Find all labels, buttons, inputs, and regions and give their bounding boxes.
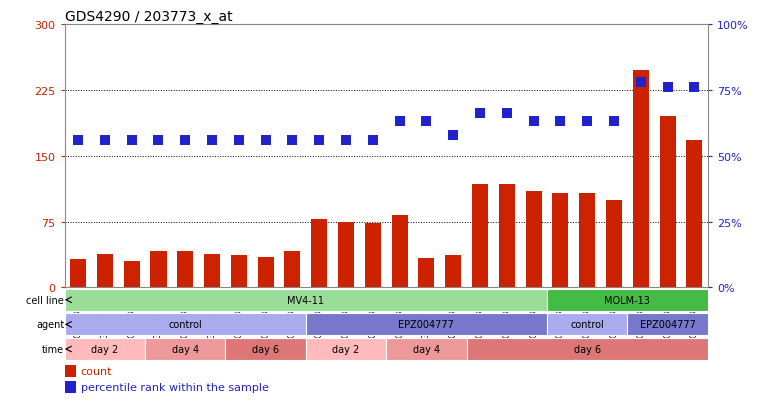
Bar (686, 140, 702, 288)
Text: day 6: day 6 (574, 344, 600, 354)
Bar (552, 193, 568, 288)
Point (447, 132, 460, 138)
Bar (70, 260, 86, 288)
Text: day 2: day 2 (91, 344, 119, 354)
Bar (606, 200, 622, 288)
Text: control: control (168, 320, 202, 330)
Text: day 2: day 2 (333, 344, 360, 354)
Point (554, 119, 566, 126)
Bar (65, 365, 76, 377)
Point (367, 137, 379, 144)
Text: time: time (42, 344, 64, 354)
Point (99, 137, 111, 144)
Point (260, 137, 272, 144)
Bar (225, 338, 306, 360)
Point (313, 137, 325, 144)
Bar (387, 338, 466, 360)
Bar (338, 222, 354, 288)
Point (233, 137, 245, 144)
Point (581, 119, 594, 126)
Text: EPZ004777: EPZ004777 (639, 320, 696, 330)
Bar (547, 313, 627, 336)
Bar (97, 254, 113, 288)
Bar (285, 251, 301, 288)
Bar (306, 313, 547, 336)
Bar (627, 313, 708, 336)
Bar (660, 117, 676, 288)
Bar (151, 251, 167, 288)
Point (635, 79, 647, 86)
Bar (365, 224, 380, 288)
Text: cell line: cell line (27, 295, 64, 305)
Point (608, 119, 620, 126)
Bar (419, 259, 435, 288)
Bar (65, 338, 145, 360)
Bar (445, 255, 461, 288)
Bar (579, 193, 595, 288)
Text: day 4: day 4 (412, 344, 440, 354)
Point (286, 137, 298, 144)
Text: percentile rank within the sample: percentile rank within the sample (81, 382, 269, 392)
Bar (392, 215, 408, 288)
Bar (177, 251, 193, 288)
Bar (65, 313, 306, 336)
Bar (466, 338, 708, 360)
Bar (65, 381, 76, 393)
Text: control: control (570, 320, 604, 330)
Bar (204, 254, 220, 288)
Text: EPZ004777: EPZ004777 (399, 320, 454, 330)
Text: day 4: day 4 (172, 344, 199, 354)
Text: MV4-11: MV4-11 (288, 295, 324, 305)
Bar (632, 70, 649, 288)
Bar (65, 289, 547, 311)
Text: agent: agent (36, 320, 64, 330)
Point (474, 111, 486, 118)
Point (688, 85, 700, 91)
Point (179, 137, 191, 144)
Bar (311, 219, 327, 288)
Point (340, 137, 352, 144)
Text: GDS4290 / 203773_x_at: GDS4290 / 203773_x_at (65, 10, 232, 24)
Bar (145, 338, 225, 360)
Point (501, 111, 513, 118)
Point (152, 137, 164, 144)
Point (661, 85, 673, 91)
Point (393, 119, 406, 126)
Text: MOLM-13: MOLM-13 (604, 295, 651, 305)
Bar (472, 184, 488, 288)
Point (527, 119, 540, 126)
Text: day 6: day 6 (252, 344, 279, 354)
Bar (547, 289, 708, 311)
Bar (123, 261, 140, 288)
Bar (526, 191, 542, 288)
Bar (258, 257, 274, 288)
Point (72, 137, 84, 144)
Point (420, 119, 432, 126)
Bar (498, 184, 514, 288)
Text: count: count (81, 366, 113, 376)
Point (126, 137, 138, 144)
Bar (306, 338, 387, 360)
Point (206, 137, 218, 144)
Bar (231, 255, 247, 288)
